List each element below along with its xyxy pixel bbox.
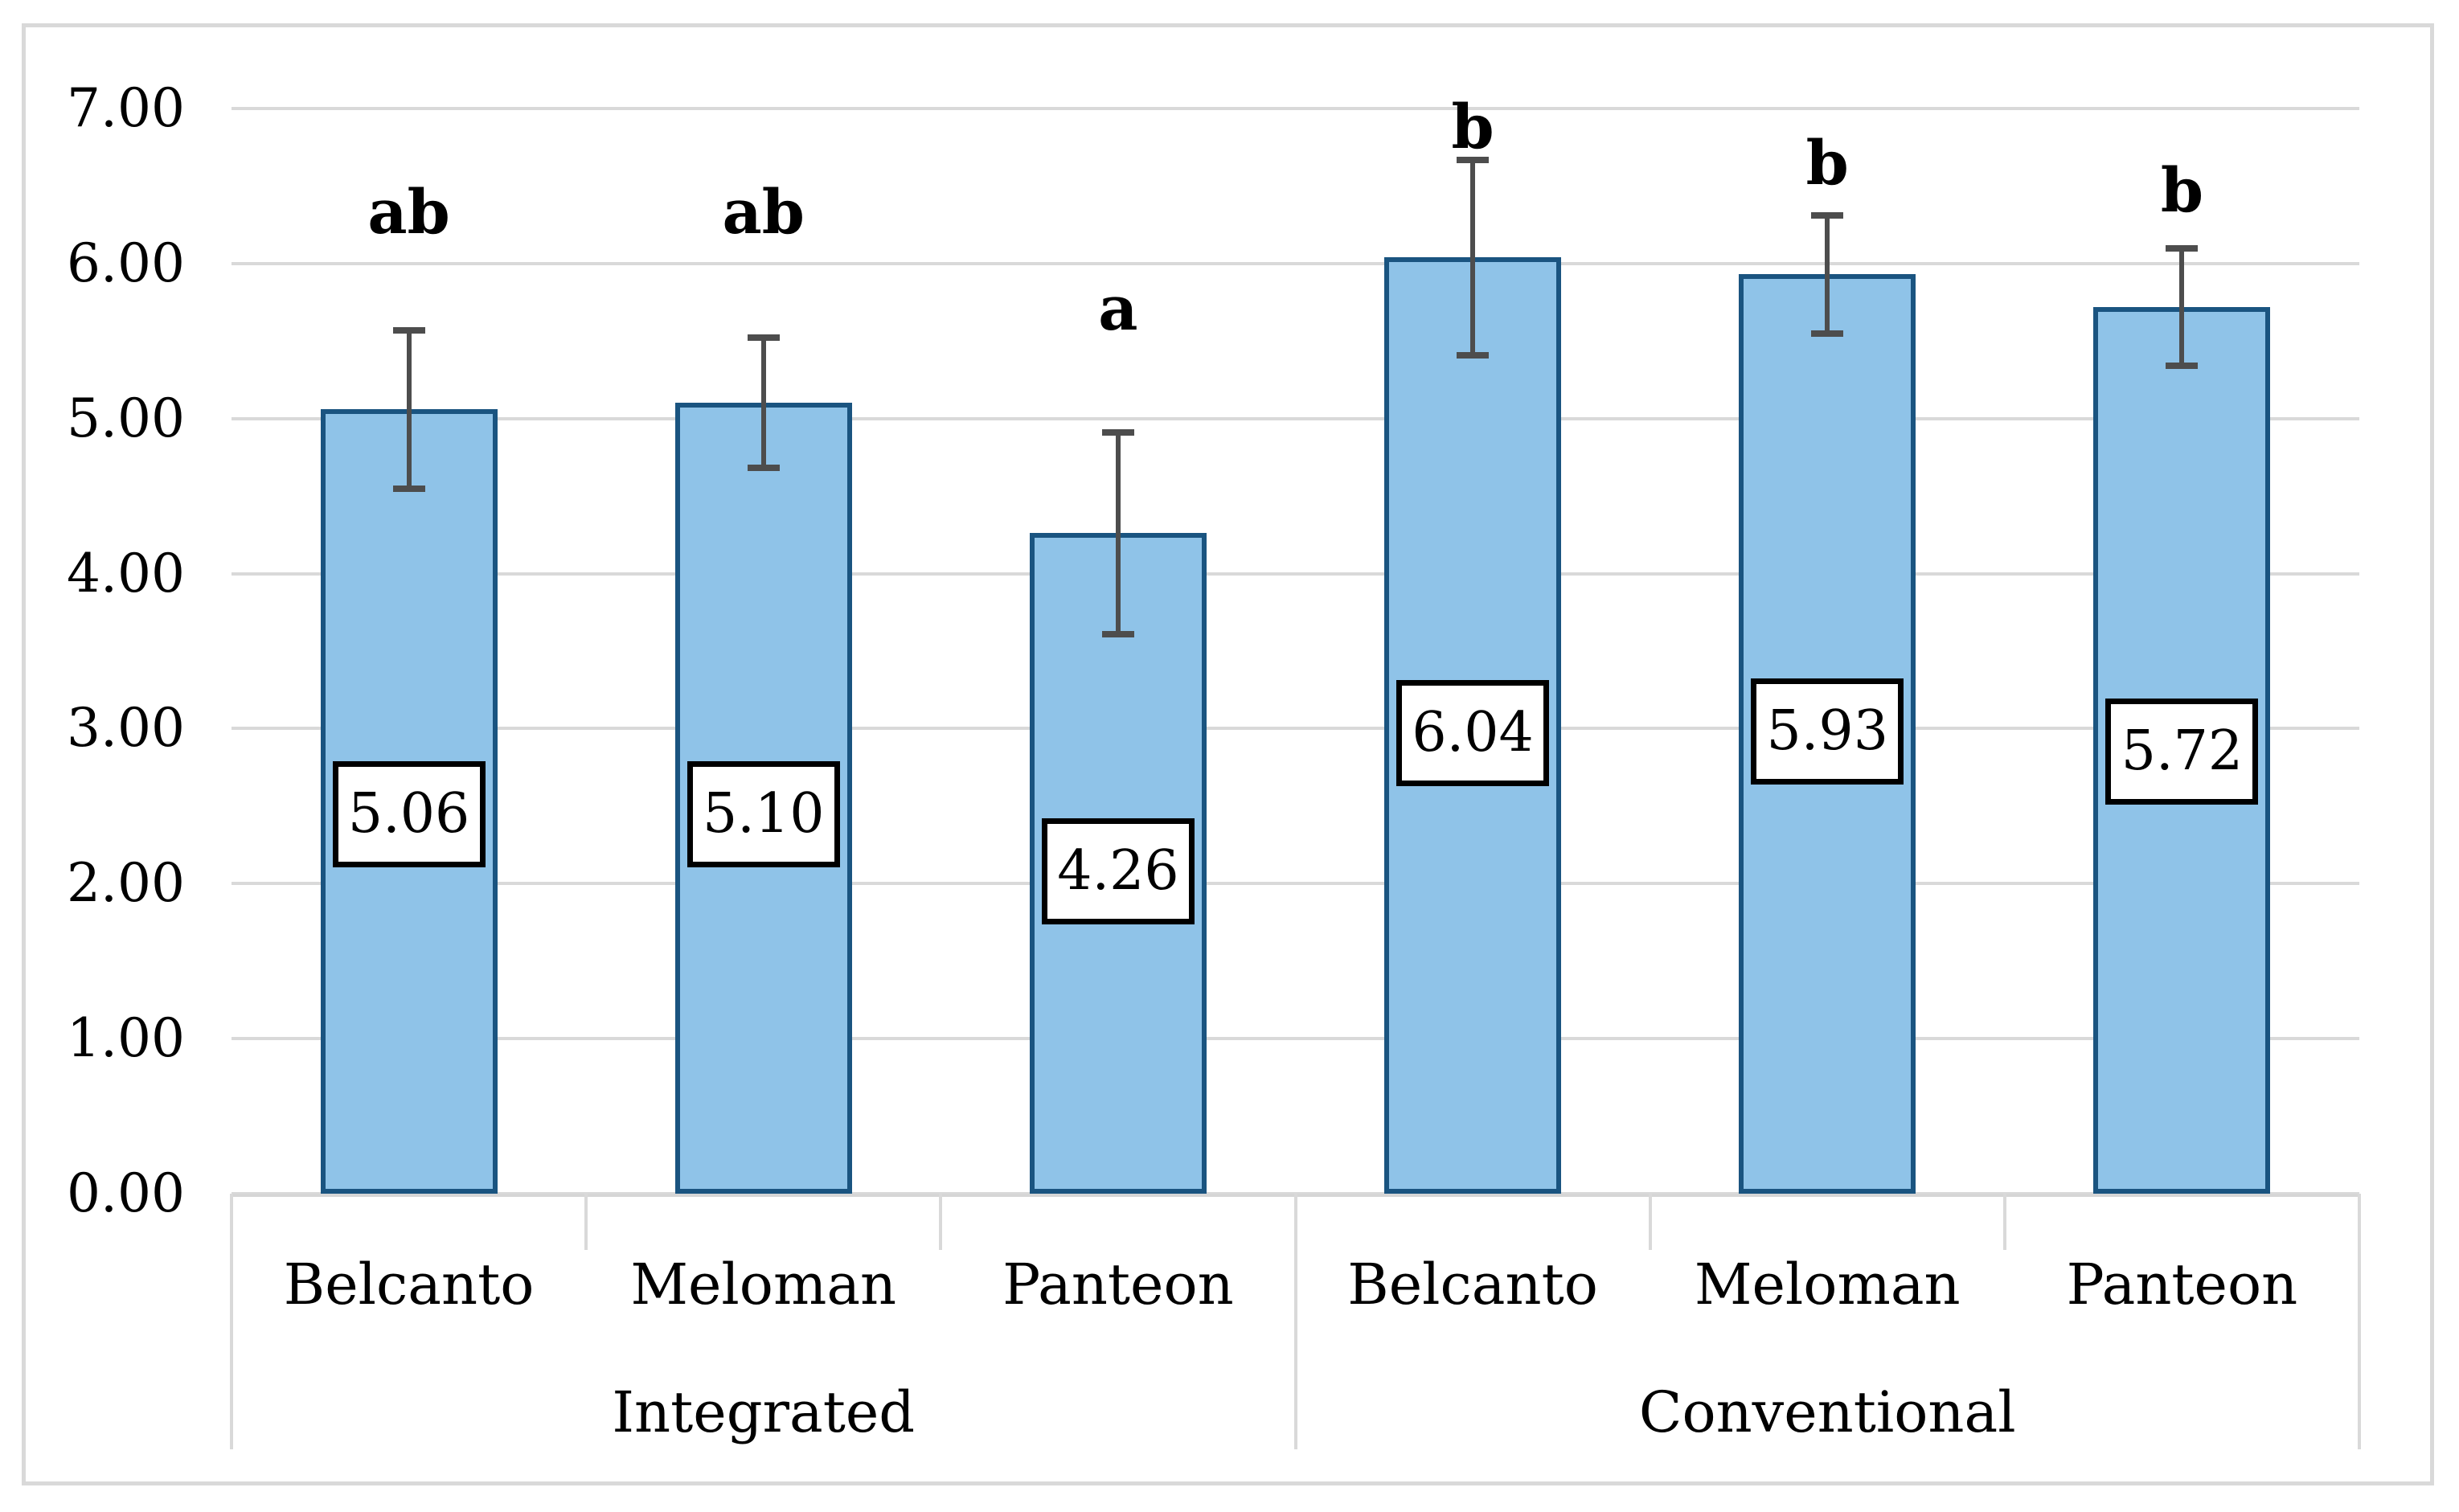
data-label-value: 5.93 bbox=[1766, 699, 1888, 764]
data-label-box: 5.10 bbox=[686, 760, 840, 867]
error-bar-cap-top bbox=[1457, 156, 1490, 163]
y-axis-tick-label: 6.00 bbox=[67, 232, 185, 294]
error-bar-cap-top bbox=[747, 334, 780, 342]
data-label-box: 5.93 bbox=[1751, 678, 1904, 785]
y-gridline bbox=[232, 416, 2359, 420]
error-bar-cap-bottom bbox=[392, 485, 425, 492]
error-bar-line bbox=[760, 338, 766, 469]
group-label: Conventional bbox=[1638, 1379, 2016, 1445]
y-axis-tick-label: 5.00 bbox=[67, 387, 185, 449]
data-label-value: 5.06 bbox=[347, 781, 470, 846]
group-divider bbox=[2358, 1194, 2361, 1449]
error-bar-cap-bottom bbox=[1457, 351, 1490, 359]
significance-letter: ab bbox=[367, 176, 450, 248]
y-gridline bbox=[232, 572, 2359, 576]
significance-letter: ab bbox=[722, 176, 805, 248]
y-axis-tick-label: 3.00 bbox=[67, 697, 185, 760]
significance-letter: a bbox=[1098, 272, 1138, 344]
category-label: Belcanto bbox=[283, 1252, 535, 1317]
category-label: Meloman bbox=[1694, 1252, 1961, 1317]
error-bar-line bbox=[406, 330, 412, 489]
data-label-value: 5.72 bbox=[2121, 719, 2244, 784]
y-gridline bbox=[232, 261, 2359, 265]
error-bar-cap-bottom bbox=[747, 465, 780, 472]
category-label: Panteon bbox=[2066, 1252, 2298, 1317]
y-gridline bbox=[232, 882, 2359, 886]
group-divider bbox=[230, 1194, 233, 1449]
error-bar-cap-bottom bbox=[2166, 363, 2199, 370]
y-axis-tick-label: 1.00 bbox=[67, 1007, 185, 1070]
category-tick bbox=[939, 1194, 943, 1250]
significance-letter: b bbox=[1451, 91, 1494, 163]
y-gridline bbox=[232, 107, 2359, 110]
significance-letter: b bbox=[1805, 126, 1849, 199]
category-tick bbox=[584, 1194, 588, 1250]
error-bar-line bbox=[1470, 159, 1476, 355]
data-label-value: 4.26 bbox=[1057, 838, 1179, 903]
data-label-value: 6.04 bbox=[1412, 701, 1534, 765]
y-axis-tick-label: 0.00 bbox=[67, 1162, 185, 1224]
category-label: Belcanto bbox=[1347, 1252, 1598, 1317]
data-label-box: 5.06 bbox=[332, 760, 486, 867]
category-tick bbox=[1648, 1194, 1652, 1250]
data-label-box: 5.72 bbox=[2105, 699, 2259, 805]
error-bar-cap-top bbox=[2166, 244, 2199, 252]
error-bar-line bbox=[2179, 248, 2185, 367]
error-bar-cap-top bbox=[1101, 429, 1134, 436]
data-label-box: 4.26 bbox=[1041, 817, 1195, 924]
y-axis-tick-label: 2.00 bbox=[67, 852, 185, 915]
category-label: Panteon bbox=[1002, 1252, 1234, 1317]
error-bar-cap-top bbox=[392, 326, 425, 334]
y-gridline bbox=[232, 1037, 2359, 1041]
y-gridline bbox=[232, 727, 2359, 731]
error-bar-cap-bottom bbox=[1101, 630, 1134, 637]
error-bar-line bbox=[1825, 215, 1830, 334]
error-bar-cap-top bbox=[1811, 212, 1844, 219]
error-bar-cap-bottom bbox=[1811, 330, 1844, 337]
y-axis-tick-label: 4.00 bbox=[67, 542, 185, 604]
data-label-value: 5.10 bbox=[703, 781, 825, 846]
category-tick bbox=[2002, 1194, 2006, 1250]
group-divider bbox=[1293, 1194, 1297, 1449]
category-label: Meloman bbox=[630, 1252, 897, 1317]
error-bar-line bbox=[1115, 432, 1121, 634]
y-axis-tick-label: 7.00 bbox=[67, 77, 185, 139]
group-label: Integrated bbox=[612, 1379, 916, 1445]
data-label-box: 6.04 bbox=[1396, 680, 1550, 787]
significance-letter: b bbox=[2160, 154, 2203, 227]
